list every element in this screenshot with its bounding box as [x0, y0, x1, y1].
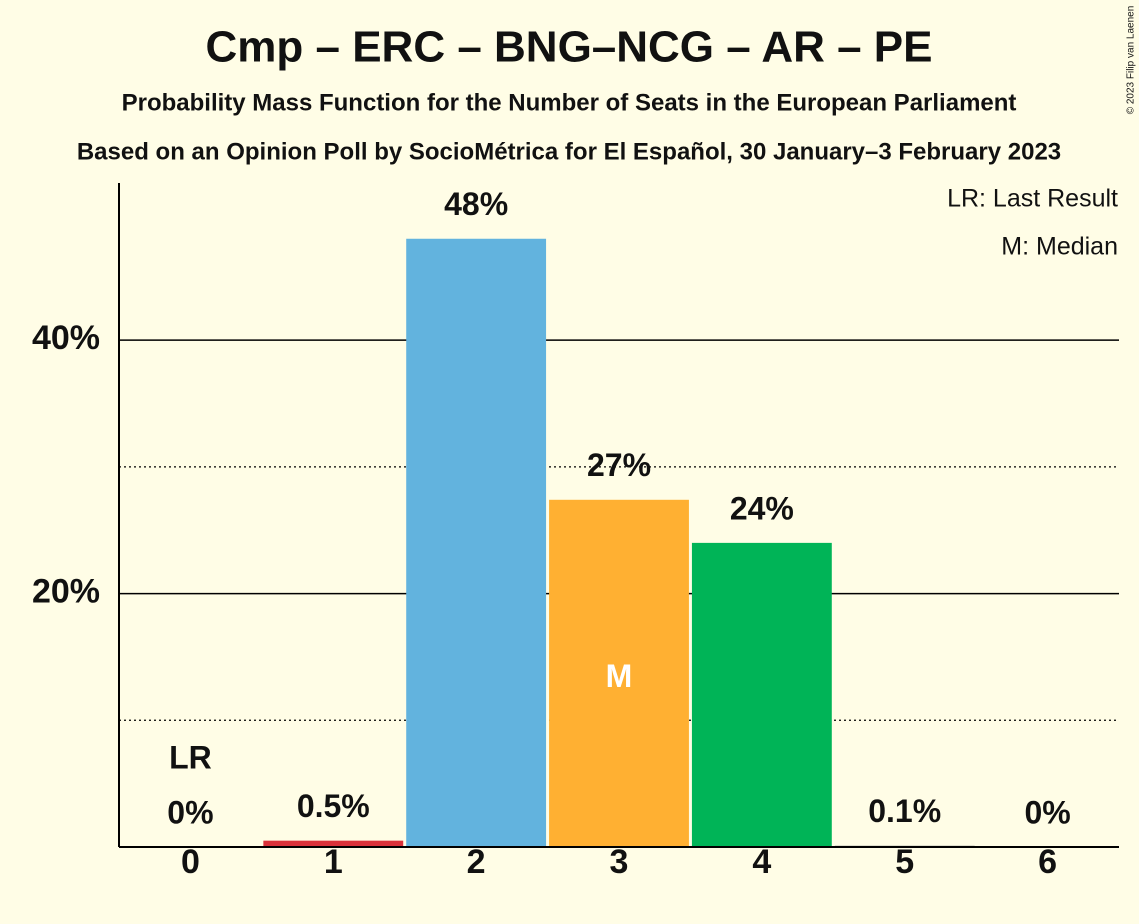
value-label: 0%: [167, 794, 213, 830]
x-tick-label: 6: [1038, 843, 1057, 881]
y-tick-label: 40%: [32, 319, 100, 357]
copyright: © 2023 Filip van Laenen: [1126, 6, 1137, 115]
x-tick-label: 4: [752, 843, 771, 881]
x-tick-label: 3: [610, 843, 629, 881]
y-tick-label: 20%: [32, 573, 100, 611]
bar: [549, 499, 689, 847]
value-label: 24%: [730, 490, 794, 526]
legend-entry: LR: Last Result: [947, 185, 1118, 213]
chart-title: Cmp – ERC – BNG–NCG – AR – PE: [206, 23, 933, 72]
chart-subtitle: Based on an Opinion Poll by SocioMétrica…: [77, 138, 1061, 165]
x-tick-label: 5: [895, 843, 914, 881]
bar: [691, 542, 832, 847]
x-tick-label: 2: [467, 843, 486, 881]
value-label: 0%: [1024, 794, 1070, 830]
value-label: 48%: [444, 186, 508, 222]
x-tick-label: 0: [181, 843, 200, 881]
bar: [406, 238, 547, 847]
value-label: 0.1%: [868, 793, 941, 829]
value-label: 27%: [587, 447, 651, 483]
median-marker: M: [606, 658, 633, 694]
chart-subtitle: Probability Mass Function for the Number…: [122, 89, 1017, 116]
value-label: 0.5%: [297, 788, 370, 824]
x-tick-label: 1: [324, 843, 343, 881]
bar: [263, 840, 404, 847]
legend-entry: M: Median: [1001, 233, 1118, 261]
last-result-marker: LR: [169, 739, 212, 775]
